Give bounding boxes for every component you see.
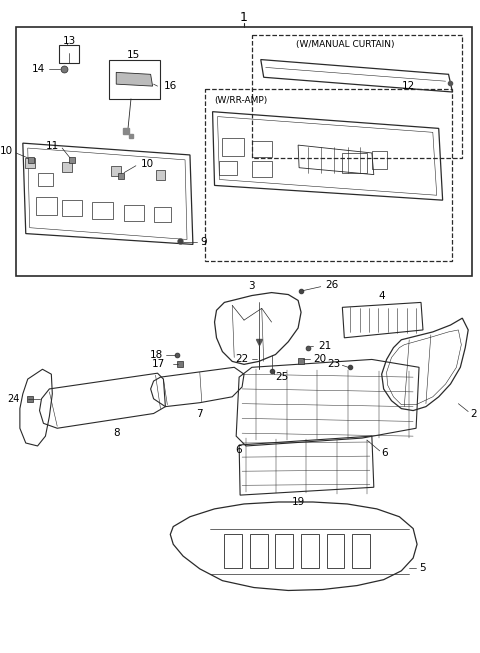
Text: 5: 5 [419,563,426,573]
Text: 8: 8 [113,428,120,438]
Text: 13: 13 [62,36,76,46]
Bar [219,161,237,174]
Bar [92,202,113,219]
Bar [37,172,53,186]
Bar [342,153,367,172]
Text: 3: 3 [249,281,255,291]
Text: 12: 12 [401,81,415,91]
Text: 25: 25 [276,372,289,382]
Text: 19: 19 [291,497,305,507]
Text: (W/MANUAL CURTAIN): (W/MANUAL CURTAIN) [296,40,395,50]
Polygon shape [116,72,153,86]
Text: 15: 15 [127,50,141,59]
Text: 20: 20 [313,355,326,364]
Bar [62,200,82,216]
Text: 7: 7 [196,409,203,419]
Text: 14: 14 [32,65,46,74]
Bar [36,197,57,215]
Text: 1: 1 [240,11,248,24]
Text: 9: 9 [201,238,207,247]
Text: 21: 21 [318,341,331,351]
Bar [59,45,79,63]
Text: 26: 26 [325,279,339,290]
Text: (W/RR-AMP): (W/RR-AMP) [215,97,268,105]
Bar [252,35,462,158]
Bar [252,141,272,157]
Text: 17: 17 [152,359,166,370]
Text: 10: 10 [141,159,154,168]
Bar [156,170,166,180]
Text: 24: 24 [8,394,20,404]
Text: 16: 16 [163,81,177,91]
Bar [25,158,35,168]
Text: 4: 4 [378,291,385,300]
Bar [372,151,386,168]
Bar [252,161,272,176]
Text: 11: 11 [46,141,59,151]
Bar [204,89,453,261]
Bar [154,207,171,222]
Text: 6: 6 [382,448,388,458]
Text: 23: 23 [327,359,340,370]
Text: 6: 6 [236,445,242,455]
Bar [16,27,472,276]
Text: 2: 2 [470,409,477,419]
Bar [111,166,121,176]
Text: 10: 10 [0,146,13,156]
Bar [124,205,144,221]
Bar [222,138,244,156]
Bar [62,162,72,172]
Bar [109,59,160,99]
Text: 22: 22 [236,355,249,364]
Text: 18: 18 [150,349,163,360]
